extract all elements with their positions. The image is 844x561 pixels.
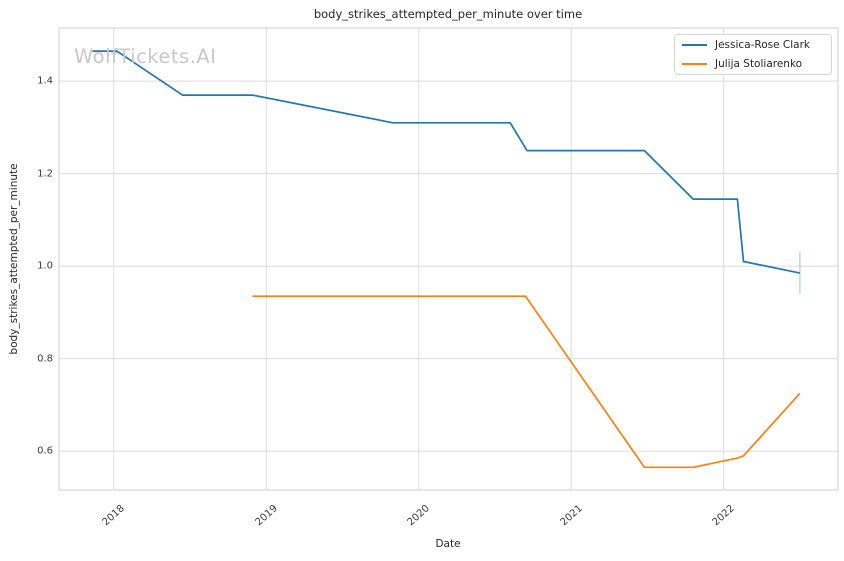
y-tick-label: 0.6: [37, 445, 53, 457]
y-tick-label: 0.8: [37, 353, 53, 365]
legend-entry: Julija Stoliarenko: [675, 56, 831, 72]
plot-border: [58, 27, 839, 491]
legend-label: Jessica-Rose Clark: [715, 39, 811, 51]
watermark: WolfTickets.AI: [74, 45, 217, 68]
x-axis-label: Date: [435, 538, 461, 550]
legend-entry: Jessica-Rose Clark: [675, 37, 831, 53]
legend-line-swatch-blue: [682, 44, 707, 46]
y-tick-label: 1.2: [37, 168, 53, 180]
series-line: [92, 50, 801, 274]
y-tick-label: 1.0: [37, 260, 53, 272]
legend-line-swatch-orange: [682, 63, 707, 65]
series-line: [252, 295, 801, 469]
y-axis-label: body_strikes_attempted_per_minute: [8, 163, 20, 355]
chart-title: body_strikes_attempted_per_minute over t…: [313, 7, 583, 21]
y-tick-label: 1.4: [37, 75, 53, 87]
legend-label: Julija Stoliarenko: [715, 58, 803, 70]
legend: Jessica-Rose Clark Julija Stoliarenko: [674, 34, 832, 75]
